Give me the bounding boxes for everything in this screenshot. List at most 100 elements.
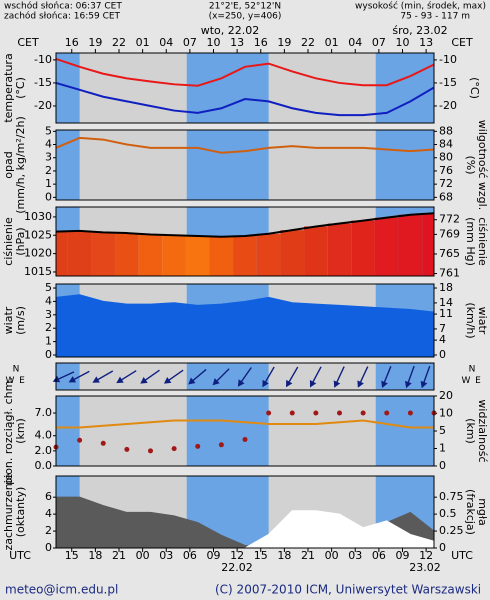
bar [351, 220, 375, 276]
bar [280, 230, 305, 276]
sunrise: wschód słońca: 06:37 CET [4, 1, 122, 12]
point [124, 446, 130, 452]
y-axis-label: opad [2, 151, 15, 178]
bar [56, 231, 68, 276]
time-tick-label: 00 [325, 549, 339, 562]
time-tick-label: 15 [65, 549, 79, 562]
bar [422, 213, 434, 276]
y2-axis-label: (frakcja) [464, 489, 477, 535]
point [242, 437, 248, 443]
y2-tick-label: -20 [439, 99, 457, 112]
y2-tick-label: 14 [439, 296, 453, 309]
wind-arrow [68, 370, 90, 383]
time-tick-label: 10 [207, 36, 221, 49]
time-tick-label: 00 [136, 549, 150, 562]
series-line [55, 81, 435, 117]
wind-arrow [163, 369, 184, 384]
compass-letter: W [462, 376, 471, 386]
date-label: wto, 22.02 [201, 24, 260, 37]
series-line [55, 212, 435, 238]
series-line [56, 419, 434, 429]
y2-axis-label: wiatr [476, 307, 489, 335]
time-unit: UTC [9, 549, 31, 562]
wind-arrow [140, 369, 160, 384]
time-tick-label: 22 [112, 36, 126, 49]
time-tick-label: 03 [348, 549, 362, 562]
bar [327, 223, 352, 276]
y2-axis-label: (km/h) [464, 302, 477, 338]
y2-tick-label: 72 [439, 177, 453, 190]
point [360, 410, 366, 416]
y2-tick-label: 769 [439, 227, 460, 240]
y2-axis-label: mgła [476, 498, 489, 526]
wind-arrow [333, 366, 345, 388]
y2-tick-label: 761 [439, 267, 460, 280]
time-tick-label: 07 [372, 36, 386, 49]
point [195, 443, 201, 449]
time-tick-label: 13 [419, 36, 433, 49]
night-band [268, 130, 376, 200]
wind-arrow [212, 368, 230, 386]
time-unit: CET [17, 36, 39, 49]
point [266, 410, 272, 416]
compass-letter: E [19, 376, 25, 386]
night-band [268, 53, 376, 123]
bar [209, 236, 234, 276]
y-tick-label: 5 [45, 124, 52, 137]
y-tick-label: 1015 [24, 265, 52, 278]
y2-tick-label: 0.5 [439, 507, 457, 520]
bar [115, 233, 139, 276]
time-tick-label: 09 [396, 549, 410, 562]
time-unit: CET [451, 36, 473, 49]
y-tick-label: 1025 [24, 228, 52, 241]
point [77, 437, 83, 443]
point [171, 446, 177, 452]
time-tick-label: 21 [112, 549, 126, 562]
time-tick-label: 13 [230, 36, 244, 49]
y2-tick-label: 10 [439, 407, 453, 420]
y-axis-label: (hPa) [14, 227, 27, 255]
footer-email[interactable]: meteo@icm.edu.pl [5, 583, 118, 597]
wind-arrow [237, 367, 252, 387]
sunset: zachód słońca: 16:59 CET [4, 11, 121, 22]
height-title: wysokość (min, środek, max) [355, 1, 486, 12]
wind-arrow [188, 368, 207, 385]
point [384, 410, 390, 416]
y2-tick-label: 80 [439, 151, 453, 164]
y-tick-label: -20 [34, 99, 52, 112]
point [148, 448, 153, 454]
y2-axis-label: (mm Hg) [464, 217, 477, 266]
y2-tick-label: 20 [439, 389, 453, 402]
y-tick-label: 0 [45, 190, 52, 203]
series-line [55, 58, 435, 87]
y-tick-label: 3 [45, 308, 52, 321]
bar [233, 235, 257, 276]
point [218, 442, 224, 448]
plot-frame [55, 52, 435, 124]
y-tick-label: 1020 [24, 247, 52, 260]
y-tick-label: -15 [34, 76, 52, 89]
bar [185, 235, 210, 276]
wind-arrow [357, 366, 369, 388]
grid-point: (x=250, y=406) [209, 12, 282, 22]
bar [91, 232, 116, 276]
bar [162, 235, 186, 276]
bar [256, 233, 281, 276]
time-tick-label: 03 [159, 549, 173, 562]
time-tick-label: 07 [183, 36, 197, 49]
wind-arrow [381, 366, 392, 389]
date-label: 23.02 [409, 561, 441, 574]
y-tick-label: 2 [45, 524, 52, 537]
time-tick-label: 12 [419, 549, 433, 562]
y-axis-label: zachmurzenie [2, 473, 15, 550]
coords: 21°2'E, 52°12'N [209, 2, 281, 12]
y2-tick-label: 68 [439, 190, 453, 203]
wind-arrow [286, 366, 299, 388]
y-tick-label: 4 [45, 294, 52, 307]
y2-tick-label: 0 [439, 541, 446, 554]
y2-axis-label: ciśnienie [476, 217, 489, 266]
night-band [79, 53, 187, 123]
bar [67, 230, 92, 276]
y2-tick-label: 88 [439, 124, 453, 137]
